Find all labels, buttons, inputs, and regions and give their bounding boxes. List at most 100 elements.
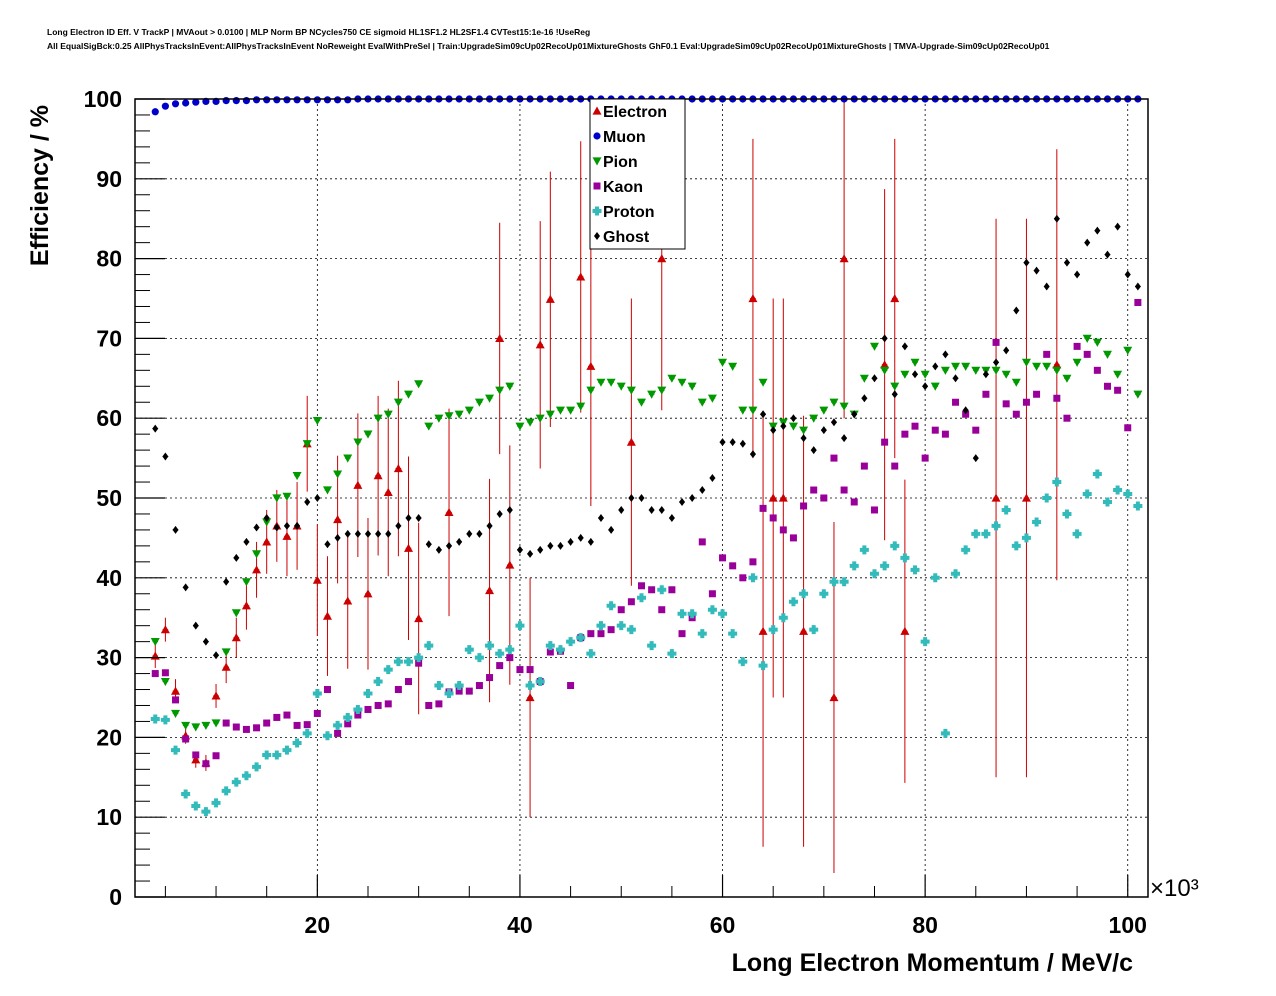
data-point-proton [900, 553, 910, 563]
data-point-proton [1072, 529, 1082, 539]
data-point-pion [181, 721, 191, 730]
data-point-kaon [415, 659, 423, 667]
y-tick-label: 50 [96, 485, 122, 511]
data-point-ghost [587, 537, 594, 546]
data-point-pion [697, 398, 707, 407]
data-point-ghost [1063, 258, 1070, 267]
data-point-ghost [993, 358, 1000, 367]
data-point-ghost [790, 414, 797, 423]
data-point-electron [312, 575, 322, 584]
data-point-electron [758, 626, 768, 635]
data-point-electron [839, 254, 849, 263]
data-point-ghost [516, 545, 523, 554]
data-point-kaon [617, 606, 625, 614]
data-point-kaon [1093, 366, 1101, 374]
y-tick-label: 70 [96, 325, 122, 351]
data-point-kaon [425, 701, 433, 709]
data-point-kaon [627, 598, 635, 606]
data-point-muon [151, 108, 159, 116]
data-point-proton [252, 762, 262, 772]
data-point-proton [606, 601, 616, 611]
data-point-electron [768, 493, 778, 502]
data-point-ghost [891, 390, 898, 399]
data-point-pion [890, 382, 900, 391]
data-point-pion [464, 406, 474, 415]
data-point-proton [910, 565, 920, 575]
data-point-kaon [698, 538, 706, 546]
data-point-pion [920, 370, 930, 379]
data-point-ghost [304, 497, 311, 506]
data-point-pion [961, 362, 971, 371]
data-point-kaon [1114, 386, 1122, 394]
data-point-ghost [1074, 270, 1081, 279]
data-point-ghost [942, 350, 949, 359]
data-point-pion [383, 410, 393, 419]
data-point-pion [343, 454, 353, 463]
data-point-proton [1011, 541, 1021, 551]
data-point-proton [738, 657, 748, 667]
data-point-ghost [202, 637, 209, 646]
data-point-pion [799, 426, 809, 435]
data-point-ghost [901, 342, 908, 351]
data-point-proton [586, 649, 596, 659]
data-point-electron [373, 471, 383, 480]
data-point-proton [363, 689, 373, 699]
data-point-pion [971, 366, 981, 375]
data-point-pion [373, 414, 383, 423]
data-point-pion [221, 648, 231, 657]
data-point-pion [1062, 374, 1072, 383]
data-point-pion [991, 366, 1001, 375]
legend-marker-proton [592, 206, 602, 216]
data-point-electron [171, 686, 181, 695]
data-point-ghost [162, 452, 169, 461]
x-tick-label: 20 [305, 912, 331, 938]
series-pion [150, 334, 1143, 732]
data-point-pion [393, 398, 403, 407]
data-point-proton [1042, 493, 1052, 503]
data-point-kaon [1043, 350, 1051, 358]
data-point-muon [252, 96, 261, 104]
data-point-pion [1123, 346, 1133, 355]
data-point-ghost [1084, 238, 1091, 247]
data-point-ghost [760, 410, 767, 419]
data-point-kaon [1053, 394, 1061, 402]
data-point-muon [171, 100, 180, 108]
data-point-pion [434, 414, 444, 423]
data-point-pion [738, 406, 748, 415]
data-point-kaon [891, 462, 899, 470]
data-point-ghost [182, 583, 189, 592]
data-point-electron [1052, 360, 1062, 369]
data-point-pion [626, 386, 636, 395]
data-point-ghost [932, 362, 939, 371]
y-tick-label: 30 [96, 645, 122, 671]
data-point-electron [799, 626, 809, 635]
data-point-proton [312, 689, 322, 699]
data-point-kaon [486, 674, 494, 682]
data-point-muon [334, 96, 342, 104]
data-point-proton [677, 609, 687, 619]
data-point-proton [292, 738, 302, 748]
data-point-proton [940, 728, 950, 738]
data-point-pion [707, 394, 717, 403]
data-point-ghost [851, 410, 858, 419]
data-point-pion [160, 677, 170, 687]
data-point-pion [596, 378, 606, 387]
data-point-pion [495, 386, 505, 395]
data-point-kaon [313, 709, 321, 717]
data-point-pion [616, 382, 626, 391]
data-point-proton [353, 704, 363, 714]
data-point-proton [788, 597, 798, 607]
data-point-pion [211, 719, 221, 728]
data-point-kaon [202, 760, 210, 768]
data-point-proton [322, 731, 332, 741]
data-point-electron [880, 360, 890, 369]
data-point-kaon [546, 648, 554, 656]
data-point-pion [859, 374, 869, 383]
legend: Electron Muon Pion Kaon Proton Ghost [589, 98, 686, 250]
series-ghost [152, 214, 1141, 660]
data-point-proton [201, 807, 211, 817]
data-point-proton [869, 569, 879, 579]
x-tick-label: 40 [507, 912, 533, 938]
data-point-kaon [1033, 390, 1041, 398]
data-point-ghost [324, 540, 331, 549]
